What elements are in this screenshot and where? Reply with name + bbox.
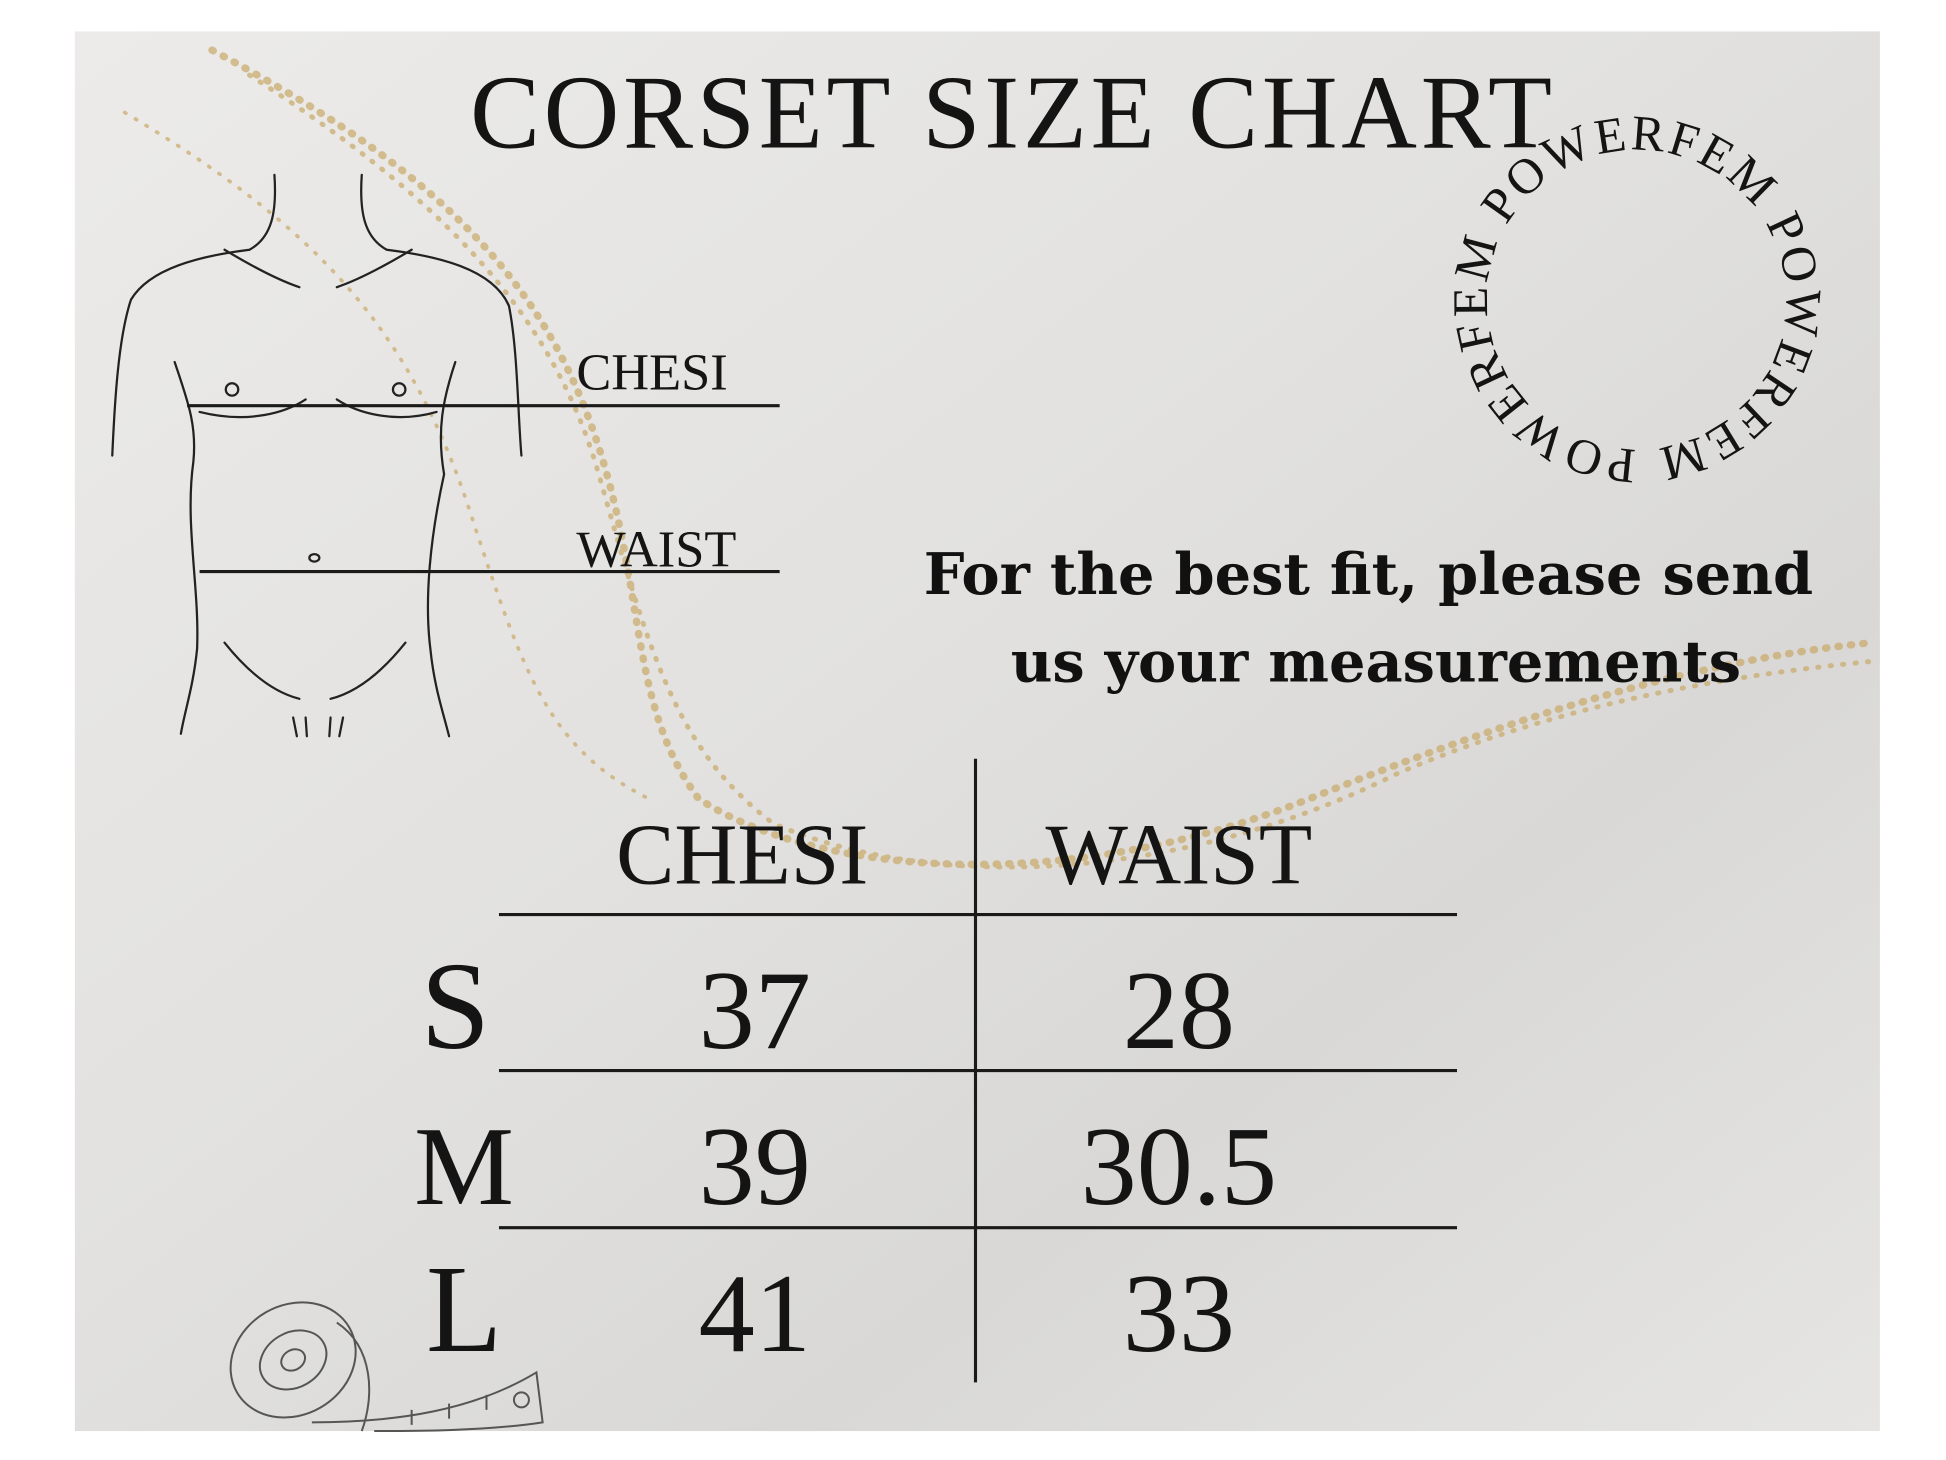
note-line: us your measurements	[1011, 627, 1741, 695]
cell: 28	[1123, 949, 1235, 1073]
cell: 30.5	[1081, 1105, 1277, 1229]
title: CORSET SIZE CHART	[470, 54, 1556, 170]
cell: 37	[699, 949, 811, 1073]
chest-label: CHESI	[576, 343, 727, 401]
note-line: For the best fit, please send	[924, 540, 1813, 608]
size-label: L	[426, 1240, 502, 1378]
waist-label: WAIST	[576, 521, 736, 579]
size-label: S	[421, 937, 490, 1075]
column-header: CHESI	[616, 805, 868, 902]
gold-dust	[122, 46, 1875, 870]
torso-drawing	[111, 173, 523, 738]
size-label: M	[414, 1105, 514, 1229]
panel	[74, 31, 1880, 1432]
cell: 33	[1123, 1252, 1235, 1376]
size-table: CHESI WAIST S 37 28 M 39 30.5 L 41 33	[414, 758, 1458, 1383]
cell: 39	[699, 1105, 811, 1229]
cell: 41	[699, 1252, 811, 1376]
column-header: WAIST	[1045, 805, 1312, 902]
tape-measure	[229, 1301, 544, 1433]
